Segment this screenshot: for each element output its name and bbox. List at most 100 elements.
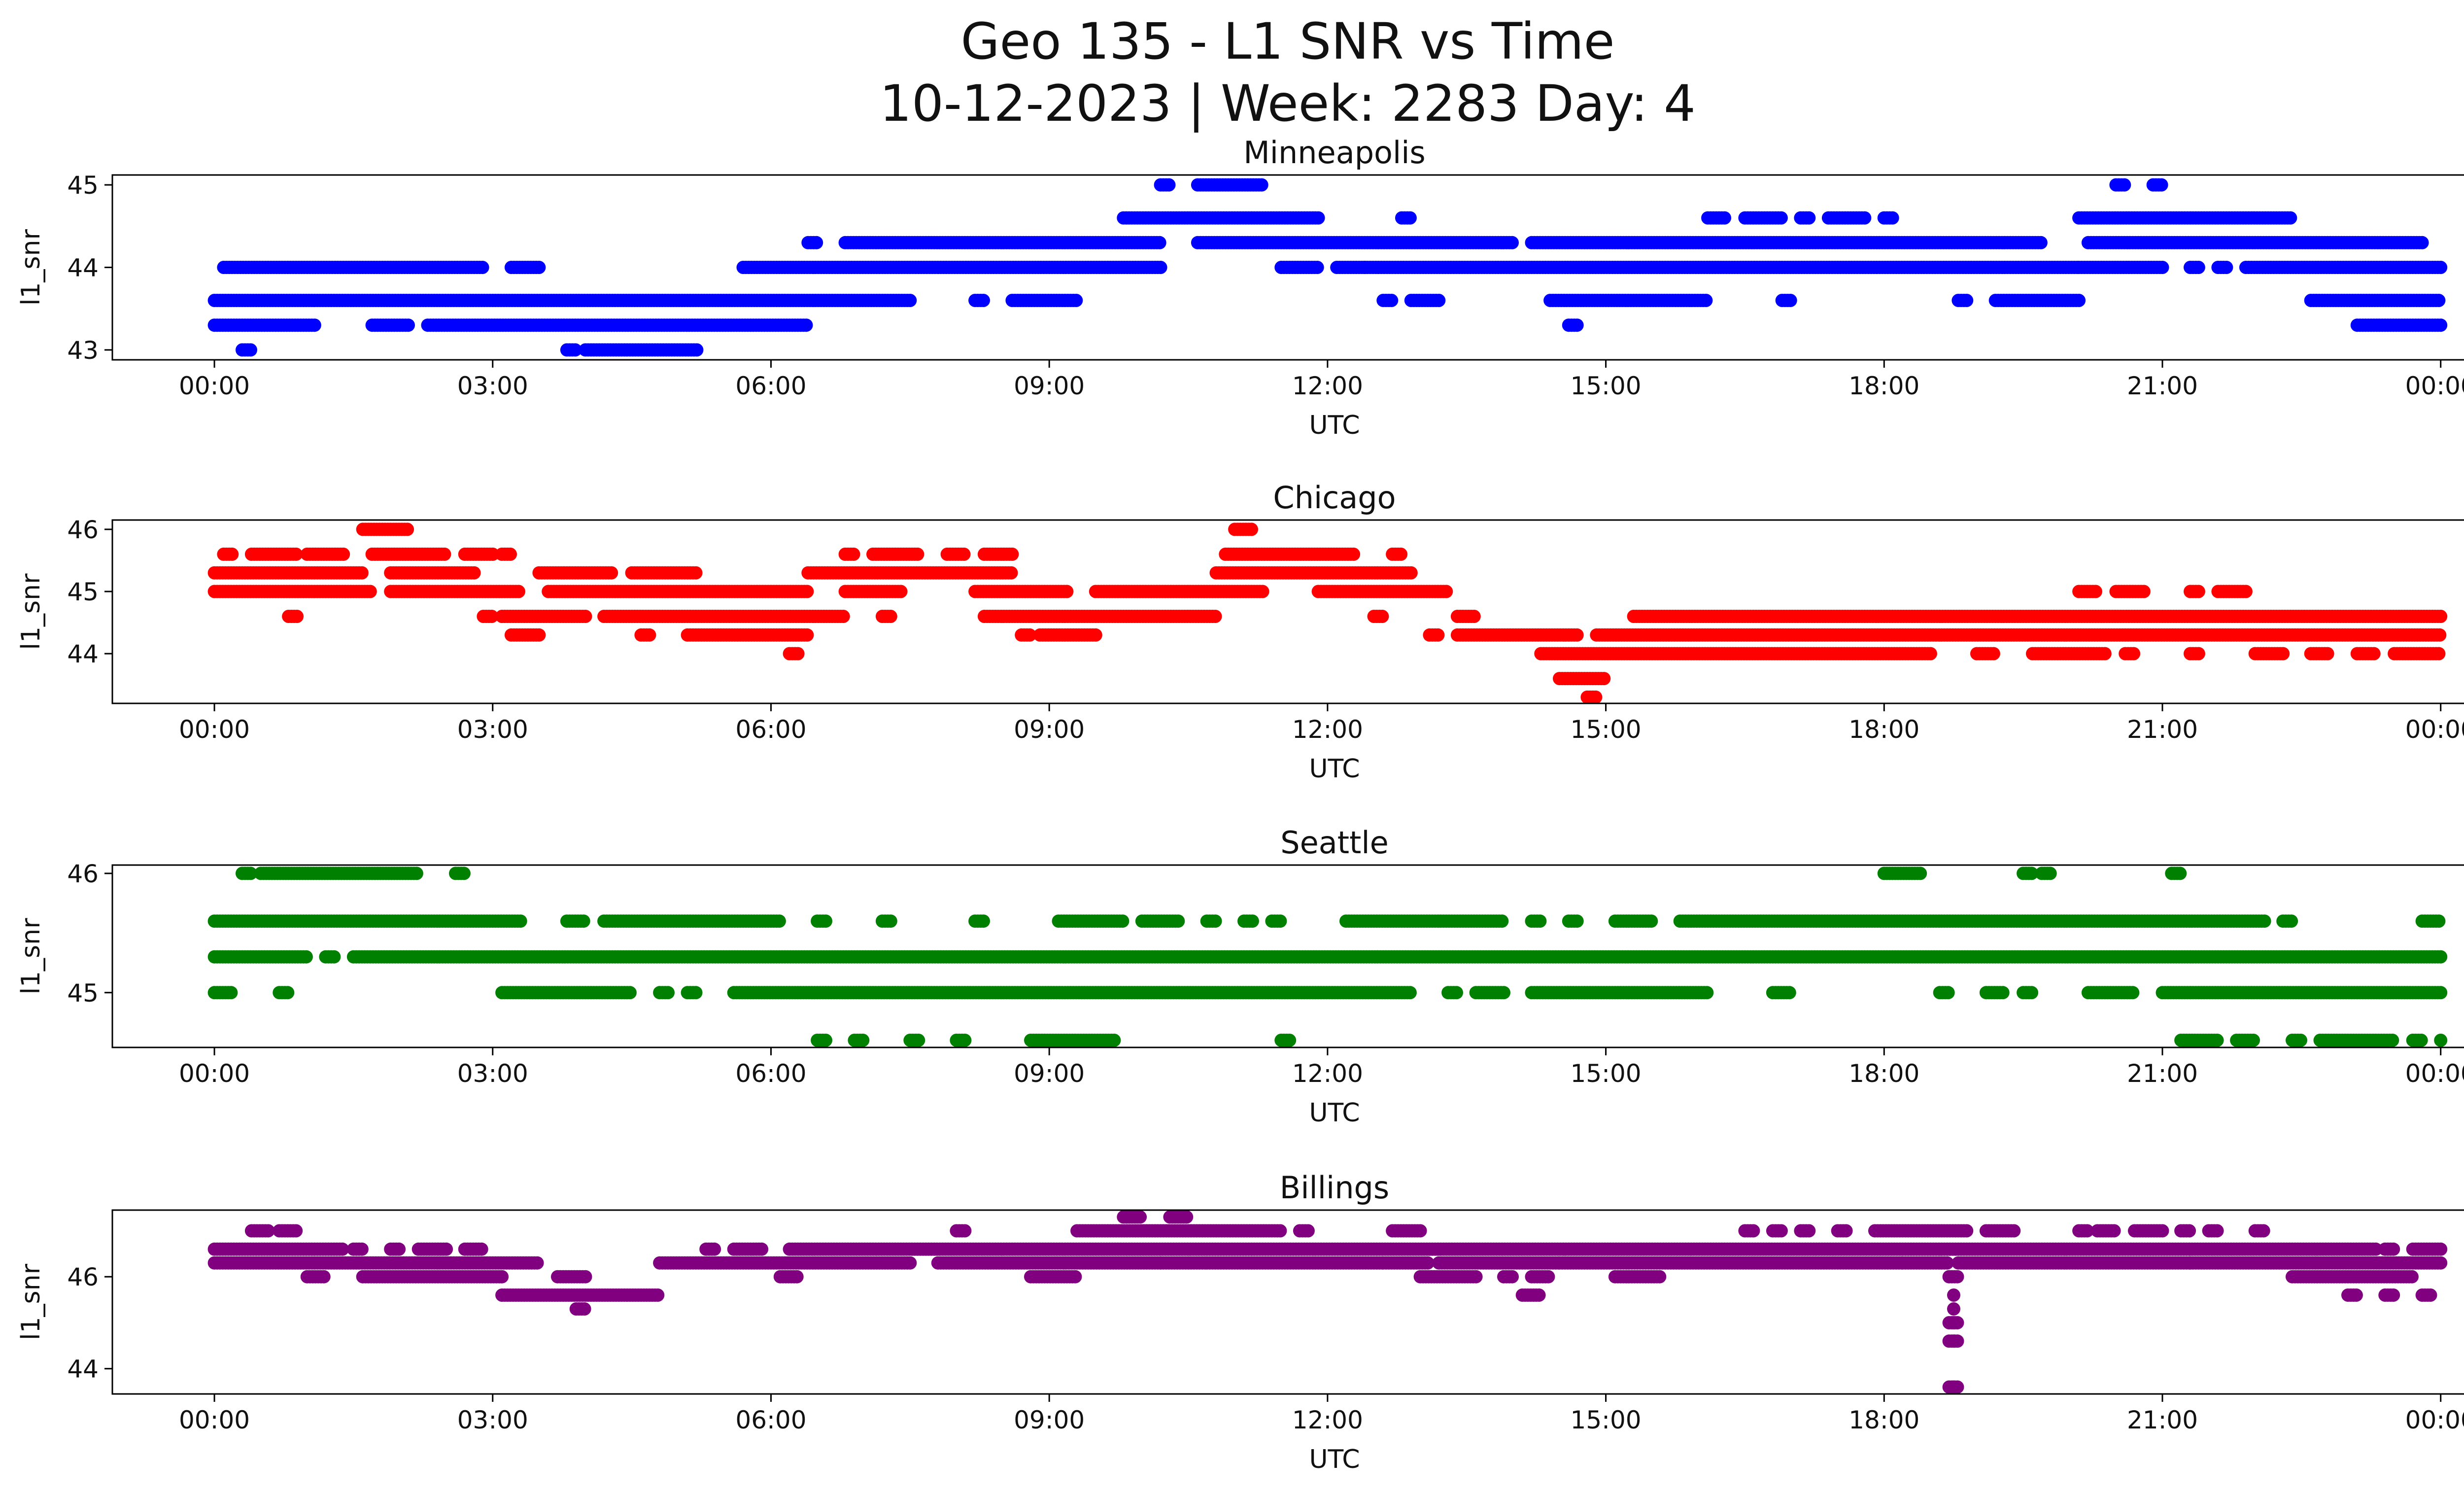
minneapolis-data-point (2118, 178, 2131, 192)
chicago-markers (207, 522, 2448, 703)
chicago-data-point (532, 628, 546, 642)
minneapolis-data-point (1255, 178, 1268, 192)
chicago-data-point (1404, 566, 1418, 580)
minneapolis-data-point (402, 318, 415, 332)
chicago-y-axis-label: l1_snr (16, 573, 46, 650)
chicago-data-point (1570, 628, 1584, 642)
minneapolis-series-level-44 (217, 261, 2448, 274)
minneapolis-data-point (308, 318, 321, 332)
chicago-data-point (337, 547, 350, 561)
minneapolis-x-tick-label: 09:00 (1014, 372, 1085, 400)
minneapolis-data-point (1699, 294, 1713, 307)
minneapolis-data-point (2432, 294, 2446, 307)
chicago-series-level-45 (207, 585, 1453, 598)
chicago-x-tick-label: 09:00 (1014, 715, 1085, 744)
minneapolis-x-tick-label: 00:00 (2405, 372, 2464, 400)
chicago-x-tick-label: 21:00 (2127, 715, 2198, 744)
chicago-x-tick-label: 12:00 (1292, 715, 1363, 744)
minneapolis-data-point (1718, 211, 1731, 225)
minneapolis-data-point (1506, 236, 1519, 249)
minneapolis-data-point (2434, 261, 2448, 274)
chicago-data-point (1439, 585, 1453, 598)
chicago-data-point (438, 547, 451, 561)
chicago-series-level-43_6 (1553, 672, 1611, 686)
chicago-data-point (2089, 585, 2102, 598)
chicago-data-point (504, 547, 517, 561)
minneapolis-data-point (1162, 178, 1176, 192)
minneapolis-data-point (977, 294, 990, 307)
minneapolis-data-point (568, 343, 582, 357)
minneapolis-data-point (1858, 211, 1872, 225)
minneapolis-y-tick-label: 45 (67, 171, 99, 200)
chicago-x-tick-label: 03:00 (457, 715, 528, 744)
chicago-data-point (401, 522, 414, 536)
chicago-x-tick-label: 00:00 (2405, 715, 2464, 744)
chicago-series-level-44_3 (504, 628, 2447, 642)
minneapolis-series-level-44_3 (801, 236, 2429, 249)
chicago-data-point (485, 610, 499, 623)
minneapolis-data-point (532, 261, 546, 274)
chicago-data-point (689, 566, 703, 580)
chicago-panel-title: Chicago (1273, 480, 1396, 516)
chicago-series-level-46 (356, 522, 1258, 536)
minneapolis-data-point (2220, 261, 2233, 274)
chicago-y-tick-label: 44 (67, 640, 99, 668)
chicago-data-point (894, 585, 908, 598)
chicago-y-tick-label: 45 (67, 578, 99, 606)
minneapolis-x-tick-label: 15:00 (1571, 372, 1642, 400)
minneapolis-data-point (1885, 211, 1899, 225)
minneapolis-data-point (1069, 294, 1083, 307)
minneapolis-y-axis-label: l1_snr (16, 229, 46, 306)
chicago-data-point (1089, 628, 1102, 642)
minneapolis-data-point (810, 236, 823, 249)
chicago-data-point (512, 585, 525, 598)
chicago-series-level-43_3 (1580, 690, 1603, 703)
minneapolis-data-point (1802, 211, 1816, 225)
chicago-data-point (957, 547, 971, 561)
chicago-data-point (2098, 647, 2112, 661)
chicago-data-point (1005, 547, 1019, 561)
minneapolis-data-point (2072, 294, 2086, 307)
figure-title-line1: Geo 135 - L1 SNR vs Time (960, 12, 1615, 71)
chicago-data-point (1023, 628, 1037, 642)
chicago-series-level-45_3 (207, 566, 1418, 580)
minneapolis-x-tick-label: 21:00 (2127, 372, 2198, 400)
chicago-y-tick-label: 46 (67, 516, 99, 544)
minneapolis-x-tick-label: 00:00 (179, 372, 250, 400)
minneapolis-data-point (1153, 236, 1166, 249)
chicago-data-point (643, 628, 656, 642)
minneapolis-data-point (1432, 294, 1446, 307)
chicago-plot-frame (111, 519, 2464, 704)
minneapolis-data-point (1310, 261, 1324, 274)
minneapolis-x-tick-label: 03:00 (457, 372, 528, 400)
chicago-data-point (605, 566, 618, 580)
minneapolis-panel-title: Minneapolis (1243, 135, 1426, 171)
chicago-data-point (2433, 628, 2447, 642)
minneapolis-x-axis-label: UTC (1309, 411, 1360, 440)
chicago-data-point (290, 610, 304, 623)
chicago-data-point (2276, 647, 2290, 661)
minneapolis-markers (207, 178, 2448, 357)
chicago-data-point (2191, 647, 2205, 661)
chicago-data-point (363, 585, 377, 598)
seattle-data-point (327, 950, 341, 964)
chicago-series-level-44 (783, 647, 2446, 661)
chicago-series-level-45 (2072, 585, 2253, 598)
minneapolis-series-level-43 (236, 343, 704, 357)
chicago-data-point (1347, 547, 1361, 561)
chicago-data-point (225, 547, 239, 561)
minneapolis-series-level-43_6 (207, 294, 2446, 307)
chicago-data-point (2367, 647, 2381, 661)
chicago-data-point (1004, 566, 1018, 580)
chicago-data-point (800, 628, 814, 642)
chicago-data-point (1394, 547, 1408, 561)
minneapolis-y-tick-label: 43 (67, 336, 99, 365)
minneapolis-data-point (2034, 236, 2048, 249)
chicago-x-tick-label: 06:00 (735, 715, 806, 744)
minneapolis-data-point (244, 343, 257, 357)
minneapolis-y-tick-label: 44 (67, 254, 99, 282)
chicago-data-point (1589, 690, 1603, 703)
chicago-data-point (2432, 647, 2446, 661)
chicago-data-point (2239, 585, 2253, 598)
